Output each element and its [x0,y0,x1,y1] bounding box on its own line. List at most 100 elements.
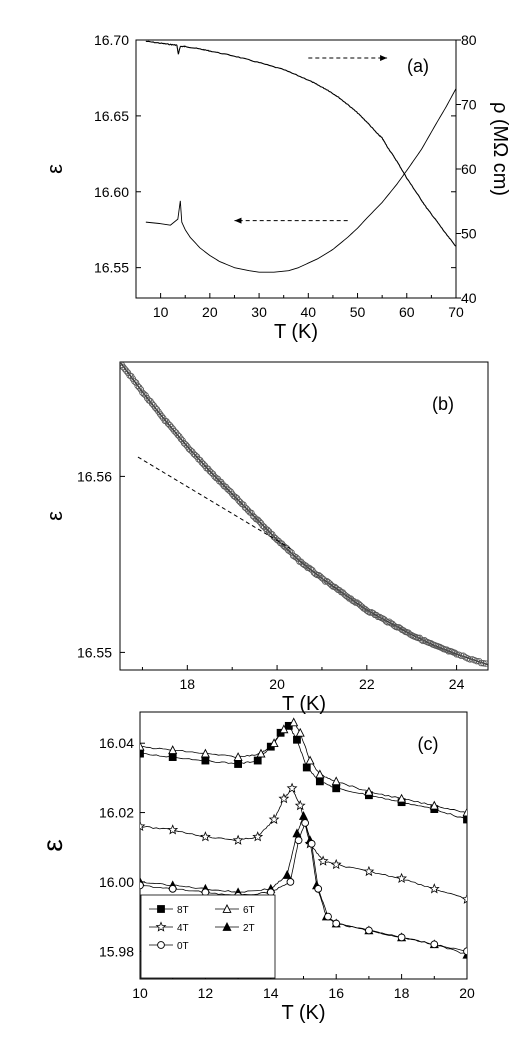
data-point [177,435,185,442]
y-tick-label: 16.65 [94,108,129,124]
panel-label: (a) [407,56,429,76]
data-point [352,599,359,606]
series-6t-point [200,748,210,758]
y-tick-label: 16.60 [94,184,129,200]
data-point [302,562,310,569]
panel-label: (c) [418,734,439,754]
y-tick-label: 16.00 [99,874,134,890]
data-point [174,431,181,439]
series-0t-point [324,912,332,921]
x-tick-label: 24 [449,676,465,692]
series-6t-point [256,748,266,758]
data-point [168,423,175,431]
x-tick-label: 10 [153,304,169,320]
series-0t-point [301,819,309,827]
series-0t-point [332,919,341,928]
data-point [370,609,377,617]
data-point [158,412,165,420]
data-point [152,404,159,411]
data-point [318,574,326,582]
x-tick-label: 20 [459,985,475,1001]
data-point [328,582,335,589]
legend-label-4t: 4T [177,923,189,934]
legend-label-6t: 6T [243,905,255,916]
legend-marker-2t [222,922,232,931]
legend-label-0t: 0T [177,941,189,952]
x-tick-label: 20 [269,676,285,692]
data-point [386,618,393,625]
series-4t-point [461,893,467,904]
y-axis-label: ε [37,839,68,851]
series-8t-point [234,760,242,768]
data-point [251,514,258,521]
data-point [198,459,205,466]
series-4t-point [286,782,298,793]
y-tick-label: 16.55 [94,260,129,276]
data-point [373,611,380,619]
data-point [200,460,207,468]
data-point [256,518,263,525]
series-4t-point [252,831,264,842]
data-point [121,365,129,373]
series-0t-point [463,947,467,956]
data-point [360,605,367,612]
series-4t-point [167,824,179,835]
series-0t-point [286,878,295,886]
data-point [248,509,255,517]
series-4t-point [317,855,329,866]
plot-frame [119,361,489,671]
legend-label-8t: 8T [177,905,189,916]
data-point [145,397,153,404]
series-4t-point [268,813,280,825]
series-0t-point [314,884,323,893]
permittivity-curve [145,88,456,273]
series-6t-line [140,720,467,814]
data-point [235,497,242,504]
resistivity-curve [145,40,456,247]
data-point [245,507,252,514]
series-4t-point [330,858,342,870]
data-point [187,447,194,454]
series-6t-point [429,800,439,810]
chart-panel-b: 18 20 22 24 16.55 16.56 T (K) ε (b) [42,361,489,715]
legend-marker-4t [155,921,167,932]
series-2t-point [292,828,302,838]
data-point [222,483,229,490]
series-6t-point [233,752,243,761]
x-tick-label: 20 [202,304,218,320]
series-6t-point [462,807,467,817]
x-tick-label: 70 [448,304,464,320]
x-tick-label: 18 [394,985,410,1001]
series-0t-line [140,821,467,952]
data-point [397,625,404,632]
y2-tick-label: 80 [461,32,477,48]
data-point [225,487,233,494]
series-0t-point [397,933,406,942]
data-point [344,593,351,601]
series-4t-point [278,793,290,804]
y-tick-label: 16.55 [77,644,112,660]
data-point [136,384,143,391]
annotation-arrowhead [234,217,242,224]
data-point [289,552,297,559]
data-point [264,526,271,534]
series-8t-point [463,815,467,824]
data-point [350,598,358,605]
data-point [310,569,318,576]
data-point [131,378,138,385]
legend-marker-8t [157,905,165,913]
chart-panel-a: 10 20 30 40 50 60 70 16.55 16.60 16.65 16.70 40 50 60… [42,32,511,343]
data-point [156,410,164,418]
x-axis-label: T (K) [274,321,318,343]
chart-panel-c: 10 12 14 16 18 20 15.98 16.00 16.02 16.04 T (K) ε (c… [37,711,475,1024]
data-point [232,493,239,501]
x-tick-label: 18 [180,676,196,692]
y2-tick-label: 40 [461,290,477,306]
extrapolation-dashed-line [137,456,291,549]
series-6t-point [364,786,374,796]
data-point [421,637,428,644]
data-point [307,565,314,573]
data-point [249,512,257,520]
series-6t-point [140,741,145,751]
data-point [281,543,289,551]
